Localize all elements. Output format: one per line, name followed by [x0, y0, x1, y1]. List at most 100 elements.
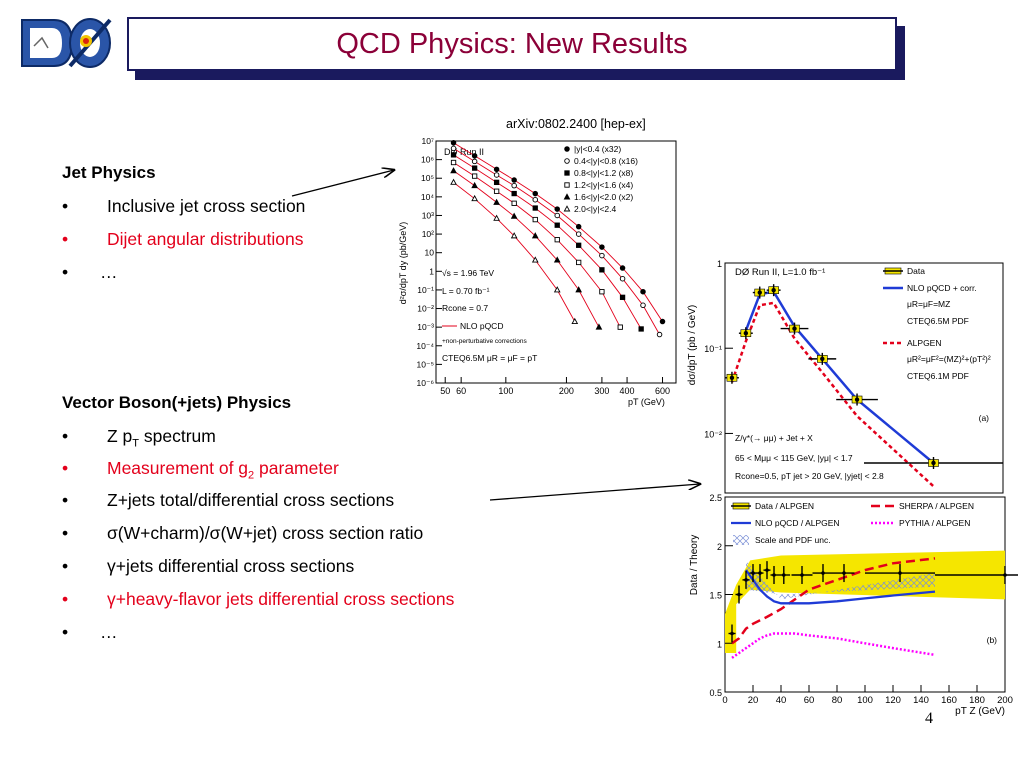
annotation: +non-perturbative corrections	[442, 338, 527, 345]
legend-marker	[564, 182, 570, 188]
data-point	[619, 294, 626, 300]
data-point	[931, 460, 936, 466]
data-point	[782, 573, 786, 577]
data-point	[640, 288, 646, 295]
legend-marker	[563, 193, 571, 200]
x-axis-label: pT (GeV)	[628, 397, 665, 407]
data-point	[730, 631, 734, 636]
plot-frame	[724, 262, 1004, 494]
data-point	[599, 252, 605, 259]
data-point	[471, 165, 478, 171]
data-point	[765, 568, 769, 572]
x-tick-label: 40	[776, 695, 787, 706]
data-point	[493, 166, 500, 173]
y-axis-label: d²σ/dpT dy (pb/GeV)	[398, 222, 408, 304]
legend-marker	[564, 158, 570, 164]
legend-entry: PYTHIA / ALPGEN	[899, 518, 970, 528]
data-point	[493, 172, 500, 178]
legend-entry: 1.2<|y|<1.6 (x4)	[574, 180, 633, 190]
data-point	[659, 318, 666, 325]
x-tick-label: 200	[559, 386, 574, 396]
x-tick-label: 100	[498, 386, 513, 396]
data-point	[450, 178, 457, 185]
annotation: CTEQ6.5M μR = μF = pT	[442, 353, 537, 363]
y-tick-label: 10⁻²	[417, 304, 434, 314]
y-axis-label: Data / Theory	[689, 535, 700, 595]
data-point	[854, 397, 860, 402]
data-point	[758, 571, 762, 575]
legend-entry: μR=μF=MZ	[907, 299, 950, 309]
data-point	[640, 302, 646, 309]
data-point	[619, 265, 626, 271]
legend-entry: |y|<0.4 (x32)	[574, 144, 621, 154]
data-point	[554, 212, 560, 219]
y-tick-label: 10⁶	[421, 155, 434, 165]
data-point	[493, 214, 500, 221]
title-box: QCD Physics: New Results	[127, 17, 897, 71]
y-tick-label: 10⁴	[421, 192, 434, 202]
bullet-text: Z+jets total/differential cross sections	[107, 490, 395, 510]
data-point	[821, 571, 825, 575]
data-point	[656, 331, 663, 338]
data-point	[554, 222, 560, 228]
y-tick-label: 10⁻³	[417, 322, 434, 332]
data-point	[532, 205, 538, 211]
x-tick-label: 0	[722, 695, 727, 706]
data-point	[576, 259, 582, 266]
bullet-text: Inclusive jet cross section	[107, 196, 306, 216]
data-point	[599, 289, 605, 295]
y-tick-label: 10³	[422, 210, 434, 220]
y-axis-label: dσ/dpT (pb / GeV)	[687, 305, 698, 385]
data-point	[510, 212, 518, 219]
x-tick-label: 180	[969, 695, 985, 706]
data-point	[554, 206, 560, 212]
y-tick-label: 10⁻¹	[704, 344, 722, 354]
data-point	[511, 182, 517, 189]
y-tick-label: 10⁻¹	[417, 285, 434, 295]
data-point	[619, 275, 626, 282]
data-point	[1003, 573, 1007, 577]
data-point	[638, 326, 644, 332]
data-point	[757, 290, 762, 295]
x-tick-label: 80	[832, 695, 843, 706]
data-point	[744, 578, 748, 582]
bullet-text: Measurement of g2 parameter	[107, 458, 339, 482]
legend-entry: 2.0<|y|<2.4	[574, 204, 616, 214]
data-point	[511, 177, 517, 183]
annotation: 65 < Mμμ < 115 GeV, |yμ| < 1.7	[735, 453, 853, 463]
data-point	[729, 375, 735, 380]
legend-entry: Data / ALPGEN	[755, 501, 814, 511]
data-point	[575, 286, 583, 293]
x-tick-label: 140	[913, 695, 929, 706]
data-point	[553, 286, 561, 293]
pythia-curve	[731, 632, 936, 659]
legend-entry: CTEQ6.5M PDF	[907, 316, 969, 326]
data-point	[450, 145, 457, 152]
data-point	[800, 573, 804, 577]
annotation: Rcone = 0.7	[442, 303, 488, 313]
data-point	[471, 181, 478, 189]
y-tick-label: 10⁻⁵	[417, 359, 434, 369]
legend-entry: CTEQ6.1M PDF	[907, 371, 969, 381]
data-point	[531, 232, 539, 239]
data-point	[493, 198, 500, 205]
data-point	[575, 231, 582, 237]
data-point	[898, 571, 902, 575]
y-tick-label: 1.5	[709, 591, 722, 601]
data-point	[450, 159, 457, 166]
data-point	[532, 216, 538, 223]
data-point	[599, 244, 605, 250]
legend-marker	[564, 170, 570, 176]
y-tick-label: 10⁻²	[704, 429, 722, 439]
x-tick-label: 60	[804, 695, 815, 706]
legend-entry: NLO pQCD / ALPGEN	[755, 518, 840, 528]
nlo-curve	[745, 569, 936, 605]
legend-entry: 1.6<|y|<2.0 (x2)	[574, 192, 633, 202]
scale-pdf-band	[746, 560, 935, 600]
data-point	[553, 256, 561, 263]
x-tick-label: 600	[655, 386, 670, 396]
data-point	[531, 256, 539, 263]
sherpa-curve	[731, 557, 936, 645]
legend-entry: 0.8<|y|<1.2 (x8)	[574, 168, 633, 178]
